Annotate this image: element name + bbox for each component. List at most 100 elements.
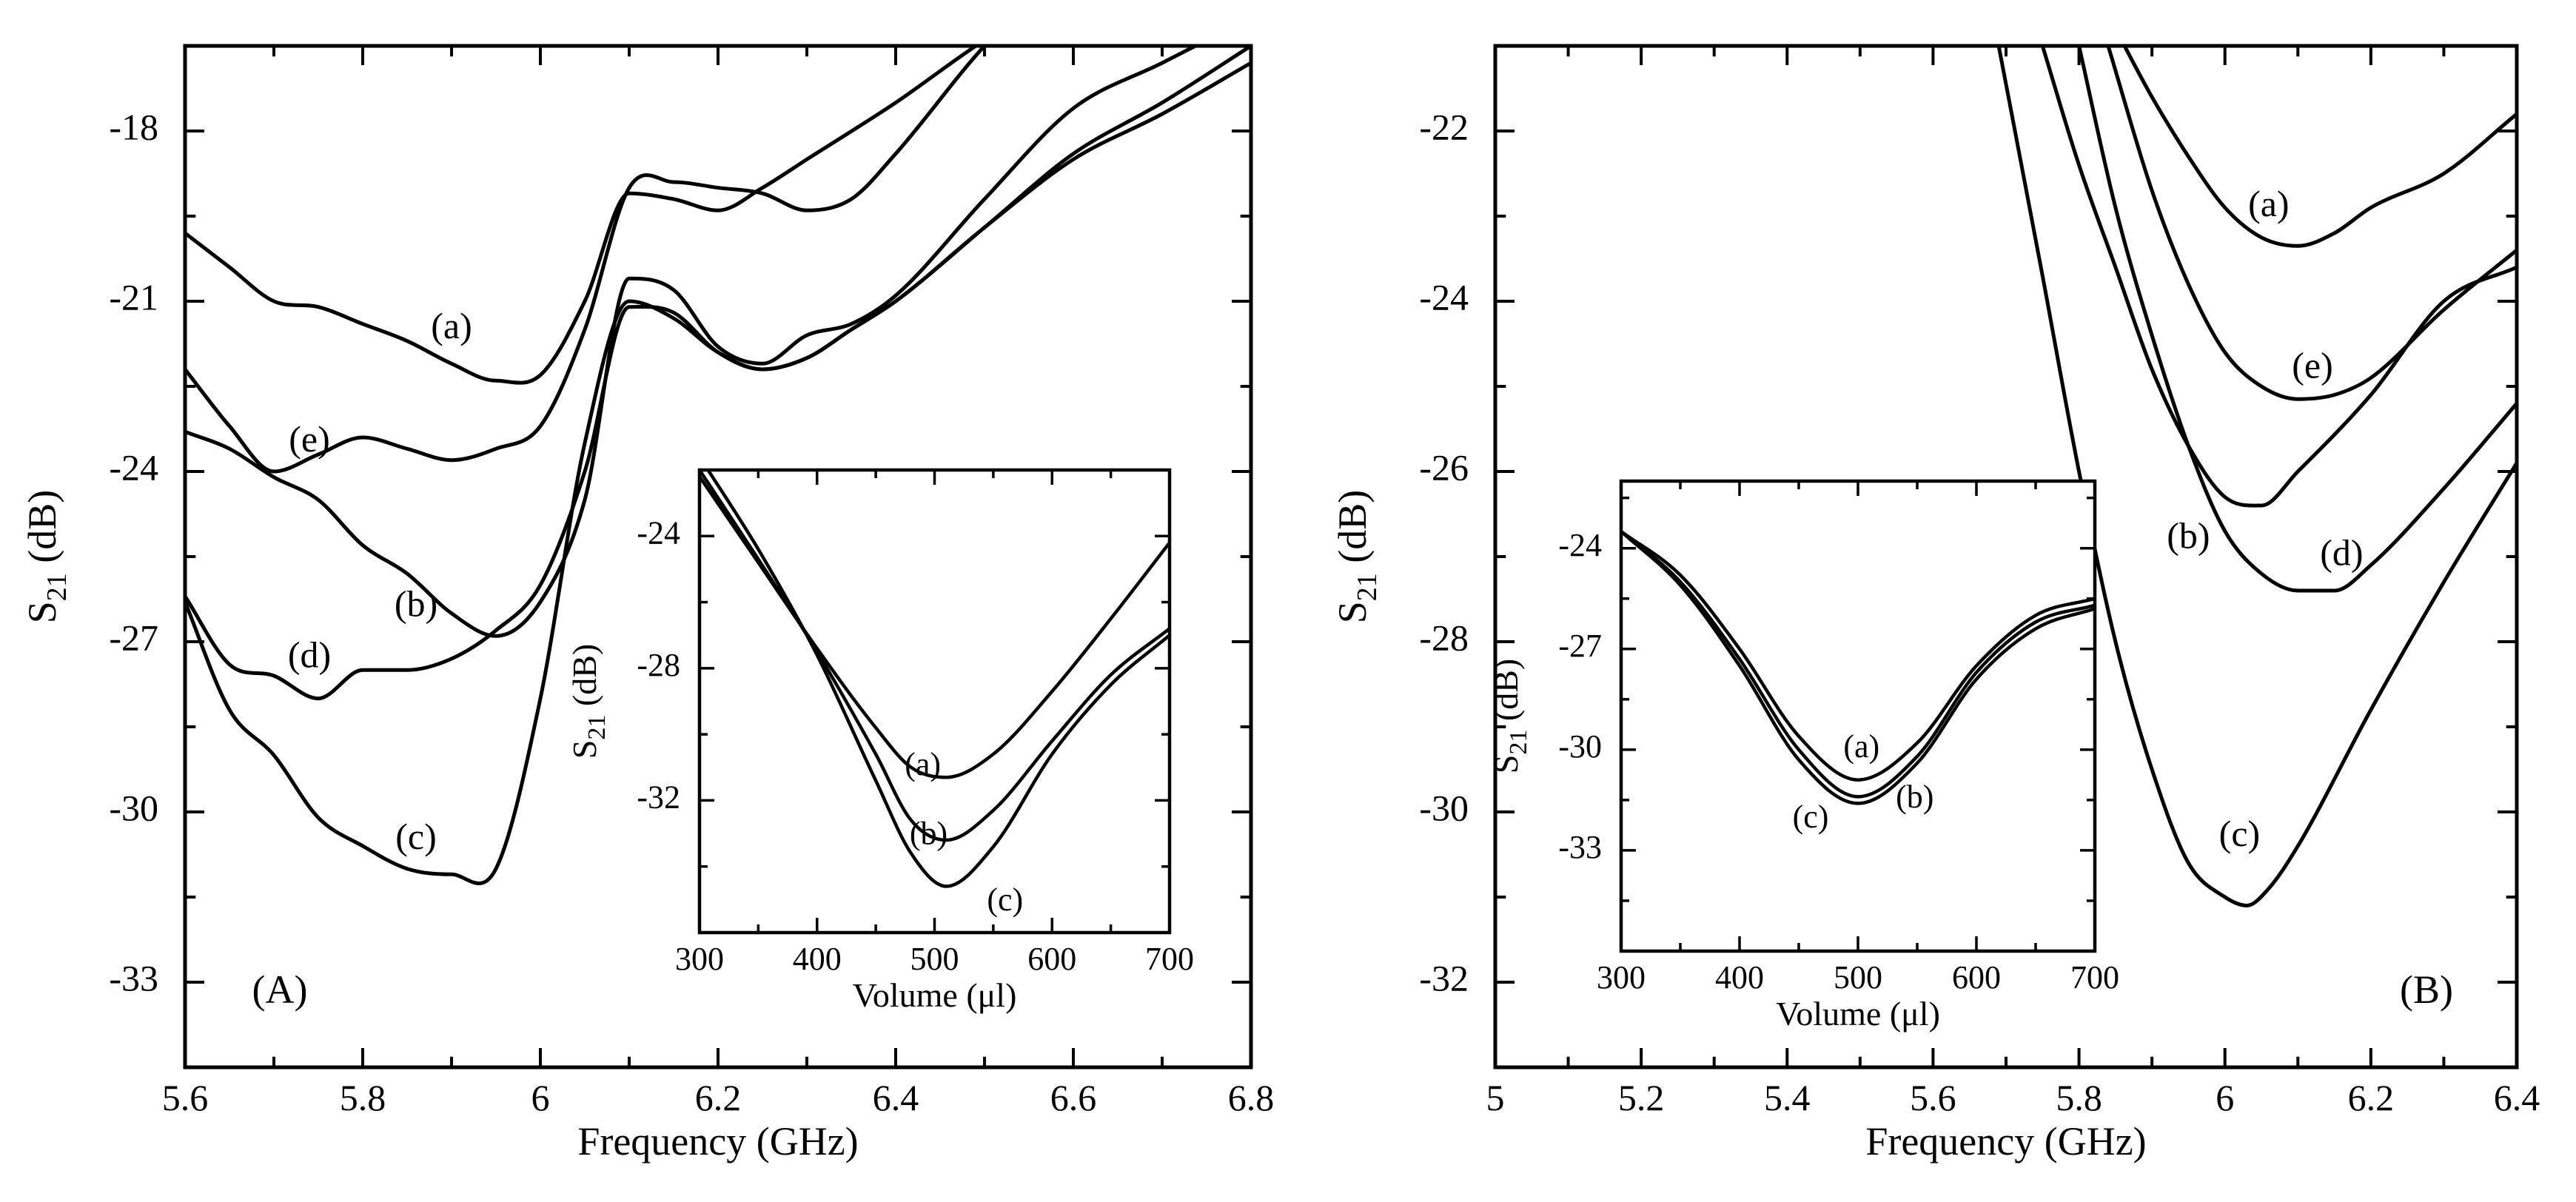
panel-b-y-axis-title-unit: (dB) xyxy=(1330,490,1375,573)
panel-b-series-label-b: (b) xyxy=(2167,514,2210,556)
panel-a-y-tick-label: -24 xyxy=(109,446,158,488)
panel-b-x-tick-label: 5.2 xyxy=(1618,1077,1665,1118)
panel-a-inset-x-axis-title: Volume (μl) xyxy=(853,976,1017,1014)
panel-b-inset-x-axis-title: Volume (μl) xyxy=(1776,995,1940,1033)
panel-b-curves xyxy=(1996,46,2517,907)
panel-a-x-tick-label: 6 xyxy=(531,1077,550,1118)
panel-b-x-tick-label: 5.6 xyxy=(1910,1077,1956,1118)
panel-a-inset-y-tick-label: -28 xyxy=(637,647,680,683)
panel-b-x-tick-label: 5.4 xyxy=(1764,1077,1811,1118)
panel-b-series-label-d: (d) xyxy=(2320,531,2363,573)
panel-a-x-tick-label: 6.6 xyxy=(1050,1077,1097,1118)
panel-b-y-tick-label: -30 xyxy=(1419,787,1469,828)
panel-b-series-label-e: (e) xyxy=(2292,344,2333,386)
panel-b-label: (B) xyxy=(2400,967,2453,1012)
panel-a-inset-series-label-a: (a) xyxy=(905,746,941,782)
panel-b-series-line-c xyxy=(1996,46,2517,907)
panel-a-y-axis-title-unit: (dB) xyxy=(20,490,64,573)
panel-b-series-line-a xyxy=(2122,46,2517,248)
panel-b-y-tick-label: -24 xyxy=(1419,276,1469,318)
panel-a-inset-series-line-b xyxy=(700,470,1170,842)
panel-a-x-tick-label: 5.8 xyxy=(340,1077,386,1118)
panel-a-x-tick-label: 6.2 xyxy=(695,1077,742,1118)
panel-a-series-label-b: (b) xyxy=(395,582,437,624)
panel-b-y-tick-label: -28 xyxy=(1419,617,1469,658)
panel-b-x-tick-label: 6.4 xyxy=(2494,1077,2540,1118)
panel-a-x-tick-label: 6.4 xyxy=(873,1077,919,1118)
panel-a-y-tick-label: -27 xyxy=(109,617,158,658)
panel-b-y-tick-label: -32 xyxy=(1419,957,1469,998)
panel-a-chart: (a) (e) (b) (d) (c) 5.6 5.8 6 6.2 6.4 6.6 6.8 -33 -30… xyxy=(20,44,1275,1164)
panel-b-x-tick-label: 5 xyxy=(1486,1077,1505,1118)
panel-b-chart: (a) (e) (b) (d) (c) 5 5.2 5.4 5.6 5.8 6 6.2 6.4 -32 -3… xyxy=(1330,44,2540,1164)
panel-b-inset-y-axis-title-symbol: S xyxy=(1487,755,1525,774)
panel-b-inset-series-label-b: (b) xyxy=(1896,779,1933,815)
panel-a-series-line-e xyxy=(185,46,987,474)
panel-a-x-axis-title: Frequency (GHz) xyxy=(577,1119,858,1164)
panel-a-series-label-a: (a) xyxy=(431,305,472,346)
panel-b-inset-x-tick-label: 700 xyxy=(2070,959,2119,995)
panel-a-series-label-d: (d) xyxy=(288,634,331,675)
panel-a-y-axis-title-subscript: 21 xyxy=(41,573,73,601)
panel-b-series-line-d xyxy=(2077,46,2517,593)
panel-b-inset-y-tick-label: -27 xyxy=(1558,628,1602,664)
panel-a-y-tick-label: -33 xyxy=(109,957,158,998)
panel-b-inset-series-line-a xyxy=(1621,530,2095,782)
panel-b-inset-x-tick-label: 500 xyxy=(1834,959,1882,995)
panel-a-inset-plot-area xyxy=(700,470,1170,933)
panel-b-series-label-a: (a) xyxy=(2248,183,2290,224)
panel-a-curves xyxy=(185,46,1251,885)
panel-b-inset-series-label-c: (c) xyxy=(1793,799,1829,835)
panel-b-series-label-c: (c) xyxy=(2219,813,2261,854)
panel-b-inset-plot-area xyxy=(1621,481,2095,951)
panel-a-series-line-b xyxy=(185,46,1200,638)
panel-b-inset-series-line-b xyxy=(1621,530,2095,799)
panel-a-inset-y-tick-label: -32 xyxy=(637,779,680,816)
panel-b-x-tick-label: 5.8 xyxy=(2056,1077,2102,1118)
panel-a-y-axis-title-symbol: S xyxy=(20,601,64,623)
panel-a-series-label-e: (e) xyxy=(289,418,330,460)
panel-a-y-tick-label: -18 xyxy=(109,106,158,147)
panel-a-inset-x-tick-label: 500 xyxy=(910,941,959,977)
panel-b-y-tick-label: -26 xyxy=(1419,446,1469,488)
panel-b-inset-x-tick-label: 300 xyxy=(1597,959,1646,995)
panel-b-inset-x-tick-label: 600 xyxy=(1952,959,2001,995)
panel-b-inset-x-tick-label: 400 xyxy=(1715,959,1764,995)
panel-b-series-line-b xyxy=(2040,46,2517,508)
panel-b-inset-y-tick-label: -33 xyxy=(1558,829,1602,865)
panel-b-y-axis-title-symbol: S xyxy=(1330,601,1375,623)
panel-a-series-line-c xyxy=(185,61,1251,885)
panel-a-inset-series-label-b: (b) xyxy=(910,816,947,852)
panel-a-x-tick-label: 6.8 xyxy=(1228,1077,1275,1118)
panel-a-inset-y-axis-title-symbol: S xyxy=(566,740,603,759)
panel-b-x-tick-label: 6 xyxy=(2216,1077,2234,1118)
panel-a-inset-y-axis-title-subscript: 21 xyxy=(583,715,611,740)
panel-a-series-label-c: (c) xyxy=(395,816,437,857)
panel-a-y-tick-label: -21 xyxy=(109,276,158,318)
panel-a-inset-curves xyxy=(700,470,1170,888)
panel-b-inset-y-axis-title: S21 (dB) xyxy=(1487,659,1532,773)
panel-b-inset-y-axis-title-subscript: 21 xyxy=(1505,730,1532,755)
panel-a-label: (A) xyxy=(252,967,308,1012)
panel-a-inset-series-label-c: (c) xyxy=(987,882,1023,918)
panel-b-inset-series-line-c xyxy=(1621,530,2095,805)
panel-b-series-line-e xyxy=(2106,46,2517,401)
panel-a-inset-chart: (a) (b) (c) 300 400 500 600 700 -32 -28 -24 Volume … xyxy=(566,468,1194,1014)
panel-b-inset-y-tick-label: -24 xyxy=(1558,527,1602,563)
panel-b-x-axis-title: Frequency (GHz) xyxy=(1865,1119,2146,1164)
panel-b-y-axis-title: S21 (dB) xyxy=(1330,490,1383,624)
panel-a-x-tick-label: 5.6 xyxy=(162,1077,209,1118)
panel-b-inset-y-tick-label: -30 xyxy=(1558,728,1602,765)
panel-b-y-tick-label: -22 xyxy=(1419,106,1469,147)
panel-b-inset-curves xyxy=(1621,530,2095,805)
panel-a-y-tick-label: -30 xyxy=(109,787,158,828)
panel-b-inset-chart: (a) (b) (c) 300 400 500 600 700 -33 -30 -27 -24 Volu… xyxy=(1487,479,2119,1033)
panel-a-inset-x-tick-label: 600 xyxy=(1027,941,1076,977)
panel-a-inset-series-line-c xyxy=(705,470,1170,888)
panel-a-inset-x-tick-label: 300 xyxy=(675,941,724,977)
panel-a-inset-x-tick-label: 400 xyxy=(793,941,842,977)
panel-b-y-axis-title-subscript: 21 xyxy=(1352,573,1383,601)
panel-a-inset-y-axis-title: S21 (dB) xyxy=(566,644,611,759)
panel-a-inset-y-tick-label: -24 xyxy=(637,514,680,551)
